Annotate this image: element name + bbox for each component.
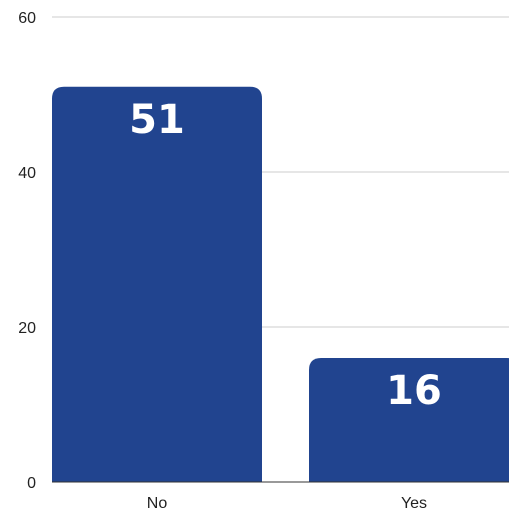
x-tick-label-yes: Yes (401, 495, 427, 512)
x-axis-labels: No Yes (147, 495, 427, 512)
data-label-no: 51 (129, 97, 185, 143)
bar-yes (309, 358, 509, 482)
y-axis-ticks: 0 20 40 60 (18, 10, 36, 492)
y-tick-label: 60 (18, 10, 36, 27)
bar-no (52, 86, 262, 482)
data-labels: 51 16 (129, 97, 442, 414)
bars (52, 86, 509, 482)
y-tick-label: 20 (18, 320, 36, 337)
y-tick-label: 0 (27, 475, 36, 492)
x-tick-label-no: No (147, 495, 168, 512)
y-tick-label: 40 (18, 165, 36, 182)
data-label-yes: 16 (386, 368, 442, 414)
